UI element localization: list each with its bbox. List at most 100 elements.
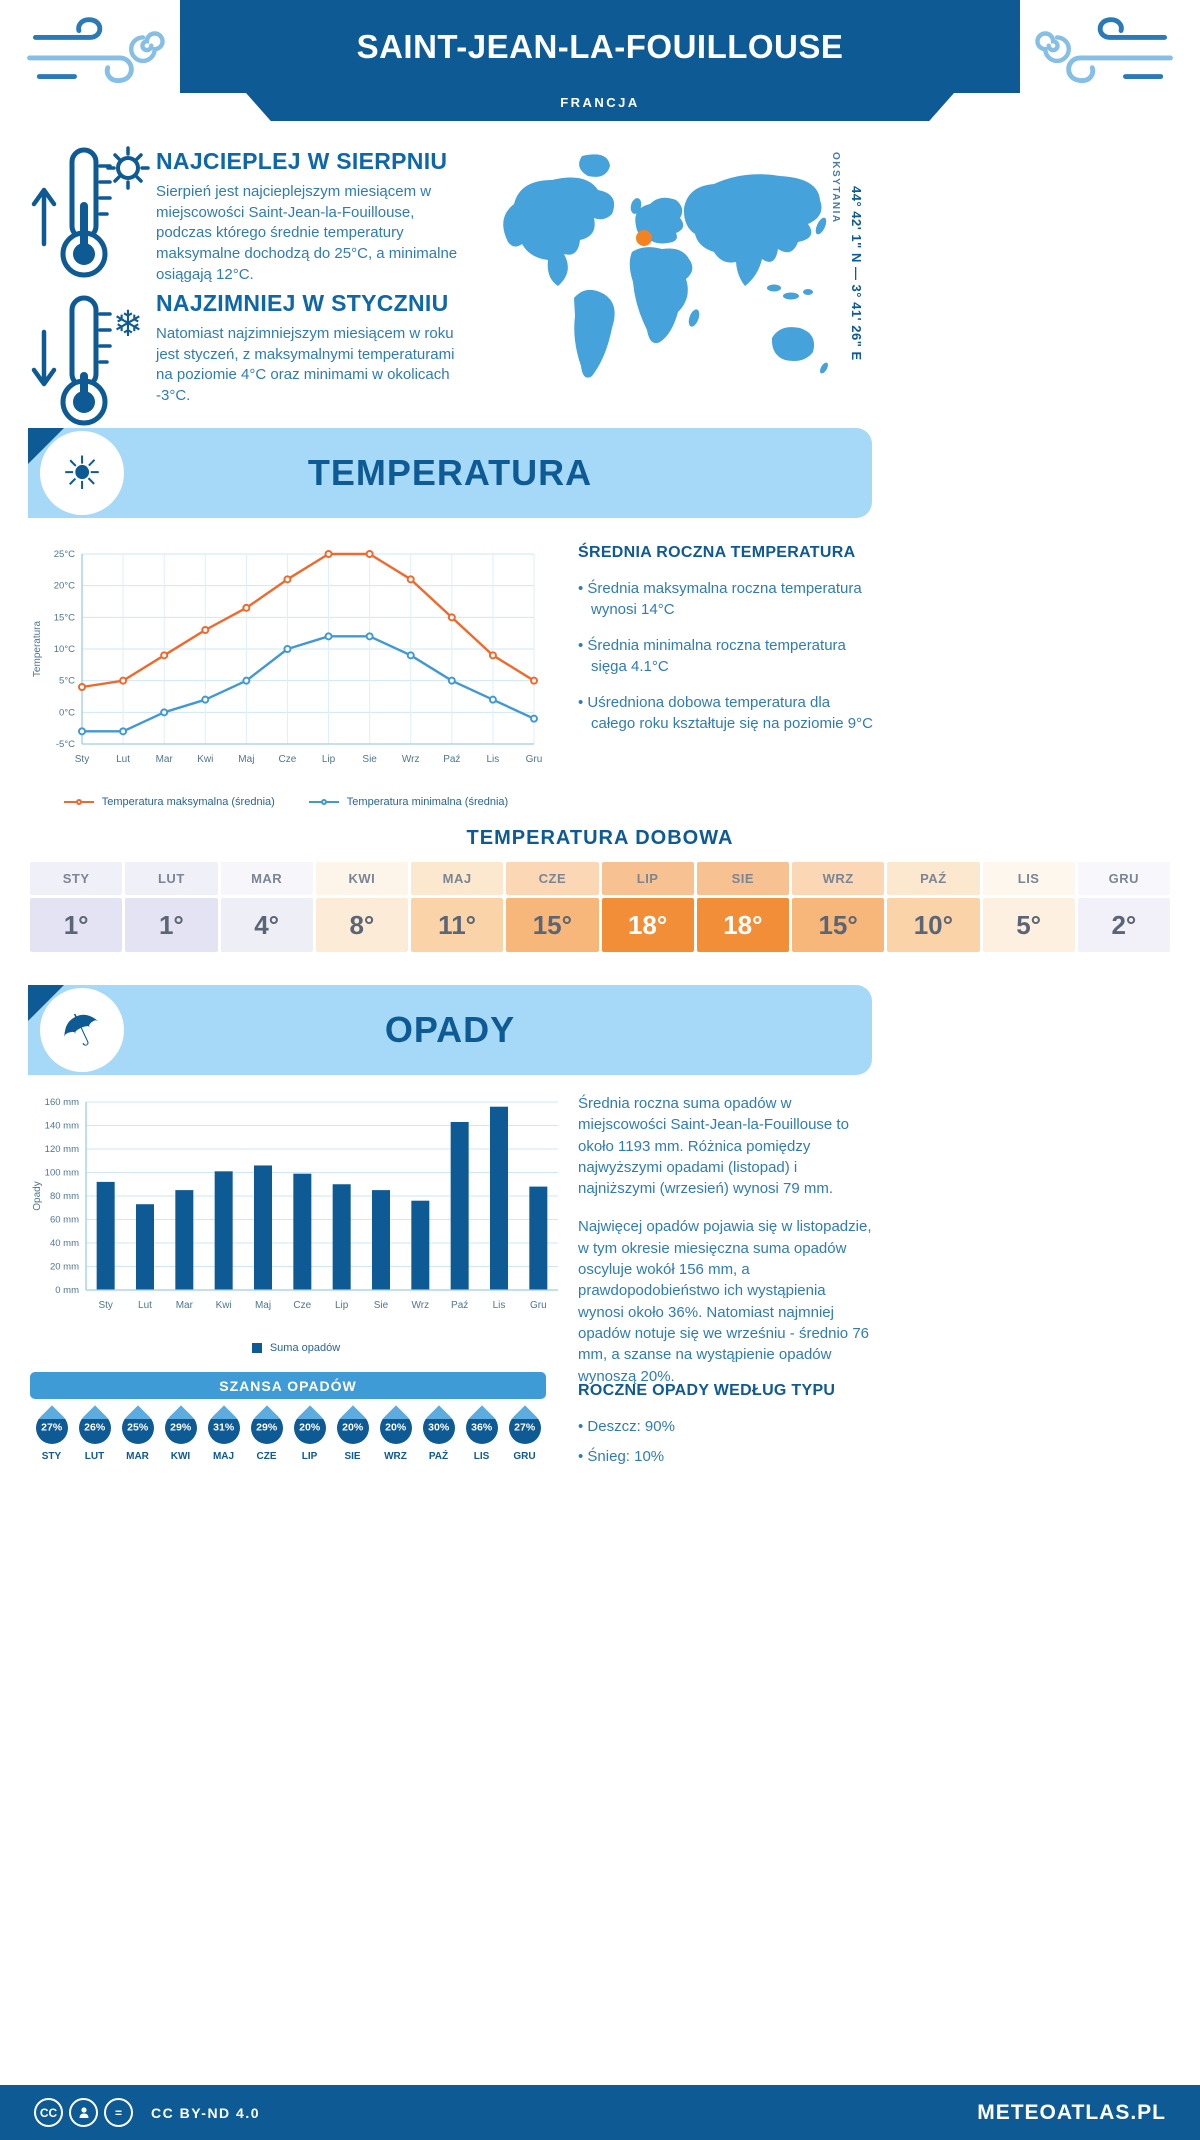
precip-chance-month: LIP — [301, 1451, 318, 1462]
coldest-month-heading: NAJZIMNIEJ W STYCZNIU — [156, 290, 449, 316]
precipitation-chart: 0 mm 20 mm 40 mm 60 mm 80 mm 100 mm 120 mm 140 … — [32, 1097, 558, 1311]
precip-type-block: ROCZNE OPADY WEDŁUG TYPU • Deszcz: 90% • … — [578, 1382, 874, 1476]
precip-chance-row: 27% STY 26% LUT 25% MAR 29% KWI 31% MAJ 29% CZE 20% L… — [28, 1402, 548, 1462]
svg-text:Cze: Cze — [293, 1300, 311, 1311]
precip-chance-item: 20% WRZ — [372, 1402, 419, 1462]
svg-text:160 mm: 160 mm — [45, 1097, 79, 1108]
daily-temp-column: MAJ 11° — [411, 862, 504, 952]
precip-chance-month: LIS — [473, 1451, 490, 1462]
daily-temp-column: LIP 18° — [601, 862, 694, 952]
svg-text:Gru: Gru — [526, 754, 543, 765]
precipitation-chart-legend: Suma opadów — [26, 1342, 566, 1354]
precip-type-heading: ROCZNE OPADY WEDŁUG TYPU — [578, 1382, 836, 1399]
precip-chance-value: 25% — [126, 1421, 149, 1434]
daily-temp-month: LIS — [982, 862, 1075, 895]
daily-temp-column: KWI 8° — [315, 862, 408, 952]
precip-chance-month: PAŹ — [428, 1451, 449, 1462]
daily-temp-month: PAŹ — [887, 862, 980, 895]
svg-text:Maj: Maj — [238, 754, 254, 765]
daily-temp-value: 15° — [506, 898, 599, 952]
title-banner: SAINT-JEAN-LA-FOUILLOUSE — [180, 0, 1020, 93]
precip-chance-month: CZE — [256, 1451, 277, 1462]
precip-chance-item: 27% STY — [28, 1402, 75, 1462]
coordinates-label: 44° 42' 1" N — 3° 41' 26" E — [849, 186, 864, 361]
precip-chance-month: LUT — [84, 1451, 105, 1462]
raindrop-icon: 31% — [200, 1405, 247, 1451]
location-marker-dot — [636, 230, 652, 246]
daily-temp-value: 10° — [887, 898, 980, 952]
daily-temp-column: STY 1° — [30, 862, 123, 952]
svg-text:80 mm: 80 mm — [50, 1191, 79, 1202]
daily-temp-month: MAJ — [411, 862, 504, 895]
svg-text:-5°C: -5°C — [56, 739, 75, 750]
precip-chance-item: 26% LUT — [71, 1402, 118, 1462]
daily-temp-value: 2° — [1077, 898, 1170, 952]
raindrop-icon: 20% — [372, 1405, 419, 1451]
svg-text:0 mm: 0 mm — [55, 1285, 79, 1296]
svg-text:Temperatura: Temperatura — [32, 620, 43, 677]
thermometer-warm-icon — [31, 146, 150, 278]
precip-chance-month: STY — [41, 1451, 62, 1462]
precip-chance-item: 29% CZE — [243, 1402, 290, 1462]
svg-text:Kwi: Kwi — [197, 754, 213, 765]
precip-chance-item: 29% KWI — [157, 1402, 204, 1462]
precip-chance-month: SIE — [344, 1451, 361, 1462]
sun-icon — [106, 146, 150, 190]
precip-chance-item: 36% LIS — [458, 1402, 505, 1462]
raindrop-icon: 36% — [458, 1405, 505, 1451]
precip-chance-value: 36% — [470, 1421, 493, 1434]
legend-label: Temperatura minimalna (średnia) — [346, 796, 509, 808]
daily-temp-month: KWI — [315, 862, 408, 895]
svg-text:5°C: 5°C — [59, 676, 75, 687]
precipitation-paragraph: Najwięcej opadów pojawia się w listopadz… — [578, 1218, 872, 1385]
precip-chance-value: 30% — [427, 1421, 450, 1434]
svg-text:Lis: Lis — [493, 1300, 506, 1311]
site-name: METEOATLAS.PL — [977, 2100, 1166, 2124]
legend-label: Suma opadów — [269, 1342, 341, 1354]
precip-chance-month: GRU — [513, 1451, 536, 1462]
svg-text:Sty: Sty — [75, 754, 89, 765]
legend-label: Temperatura maksymalna (średnia) — [101, 796, 275, 808]
raindrop-icon: 29% — [157, 1405, 204, 1451]
snowflake-icon: ❄ — [113, 303, 143, 344]
temperature-chart-legend: Temperatura maksymalna (średnia) Temperat… — [26, 796, 546, 808]
daily-temp-month: MAR — [220, 862, 313, 895]
bullet-item: • Uśredniona dobowa temperatura dla całe… — [578, 694, 873, 732]
svg-text:60 mm: 60 mm — [50, 1215, 79, 1226]
bullet-item: • Deszcz: 90% — [578, 1418, 675, 1435]
coldest-month-text: Natomiast najzimniejszym miesiącem w rok… — [156, 325, 455, 405]
daily-temp-table: STY 1° LUT 1° MAR 4° KWI 8° MAJ 11° CZE 15° LIP 18° SI… — [30, 862, 1170, 952]
precip-chance-month: KWI — [170, 1451, 191, 1462]
region-label: OKSYTANIA — [830, 152, 841, 224]
precip-type-bullets: • Deszcz: 90% • Śnieg: 10% — [578, 1416, 874, 1467]
svg-text:Lip: Lip — [335, 1300, 349, 1311]
legend-item: Suma opadów — [251, 1342, 341, 1354]
svg-text:Mar: Mar — [156, 754, 174, 765]
precip-chance-value: 20% — [298, 1421, 321, 1434]
svg-text:Sie: Sie — [362, 754, 377, 765]
precip-chance-month: MAR — [126, 1451, 149, 1462]
svg-text:Kwi: Kwi — [216, 1300, 232, 1311]
svg-text:Lip: Lip — [322, 754, 336, 765]
country-label: FRANCJA — [560, 95, 640, 110]
raindrop-icon: 29% — [243, 1405, 290, 1451]
annual-temperature-block: ŚREDNIA ROCZNA TEMPERATURA • Średnia mak… — [578, 544, 874, 749]
svg-text:10°C: 10°C — [54, 644, 75, 655]
svg-text:Paź: Paź — [451, 1300, 468, 1311]
daily-temp-column: GRU 2° — [1077, 862, 1170, 952]
precip-chance-value: 27% — [40, 1421, 63, 1434]
daily-temp-column: CZE 15° — [506, 862, 599, 952]
raindrop-icon: 20% — [286, 1405, 333, 1451]
wind-icon — [1035, 17, 1173, 84]
daily-temp-column: MAR 4° — [220, 862, 313, 952]
precip-chance-value: 20% — [384, 1421, 407, 1434]
daily-temp-month: GRU — [1077, 862, 1170, 895]
cc-icon: CC — [34, 2098, 63, 2127]
daily-temp-value: 15° — [792, 898, 885, 952]
precip-chance-value: 26% — [83, 1421, 106, 1434]
license-label: CC BY-ND 4.0 — [151, 2104, 261, 2121]
daily-temp-month: LUT — [125, 862, 218, 895]
daily-temp-month: STY — [30, 862, 123, 895]
svg-text:Gru: Gru — [530, 1300, 547, 1311]
